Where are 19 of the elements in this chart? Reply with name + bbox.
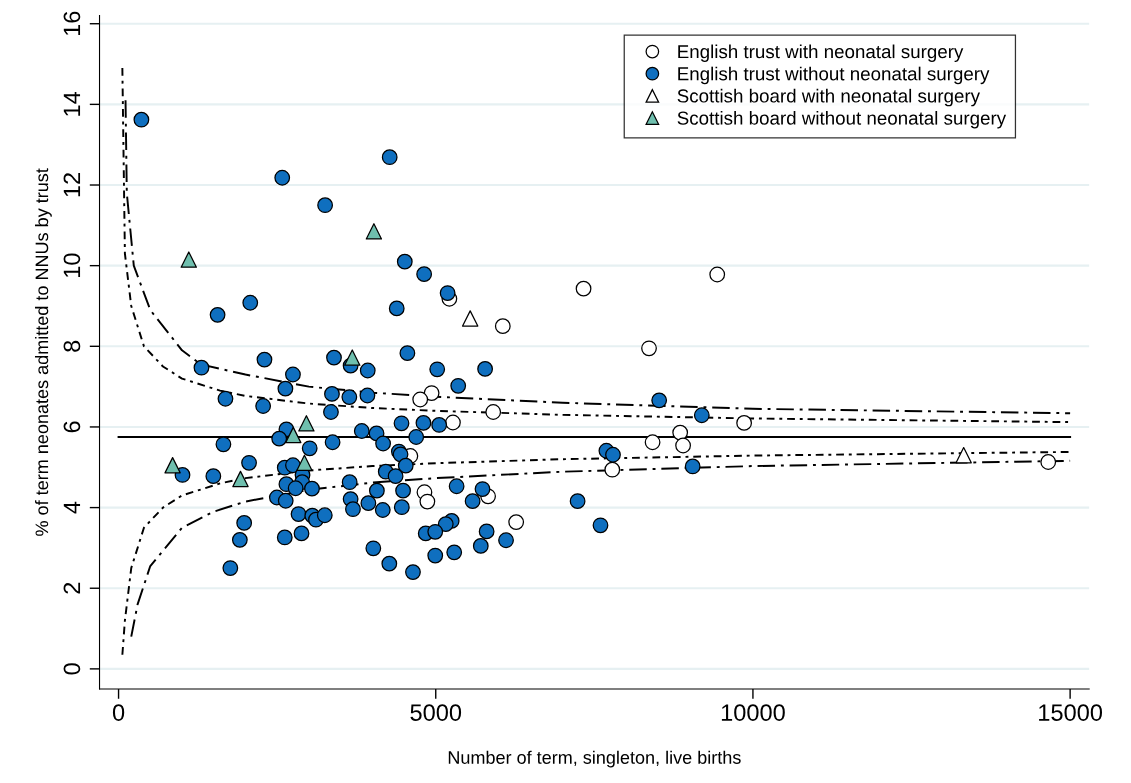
- legend-label: Scottish board with neonatal surgery: [677, 88, 980, 107]
- x-tick-label: 5000: [410, 704, 462, 721]
- y-axis-title: % of term neonates admitted to NNUs by trust: [34, 168, 52, 536]
- y-tick-label: 16: [63, 11, 81, 36]
- y-tick-label: 2: [63, 582, 81, 594]
- y-tick-label: 10: [63, 253, 81, 277]
- y-tick-label: 8: [63, 340, 81, 352]
- legend-label: English trust with neonatal surgery: [678, 44, 964, 62]
- y-tick-label: 12: [63, 173, 81, 197]
- y-tick-label: 14: [63, 91, 81, 116]
- legend-label: English trust without neonatal surgery: [678, 66, 990, 85]
- x-tick-label: 10000: [721, 704, 785, 721]
- y-tick-label: 0: [63, 663, 81, 675]
- x-axis-title: Number of term, singleton, live births: [448, 750, 741, 768]
- x-tick-label: 15000: [1039, 704, 1103, 721]
- legend-label: Scottish board without neonatal surgery: [677, 111, 1007, 129]
- y-tick-label: 6: [63, 421, 81, 433]
- x-tick-label: 0: [112, 704, 125, 721]
- y-tick-label: 4: [63, 501, 81, 514]
